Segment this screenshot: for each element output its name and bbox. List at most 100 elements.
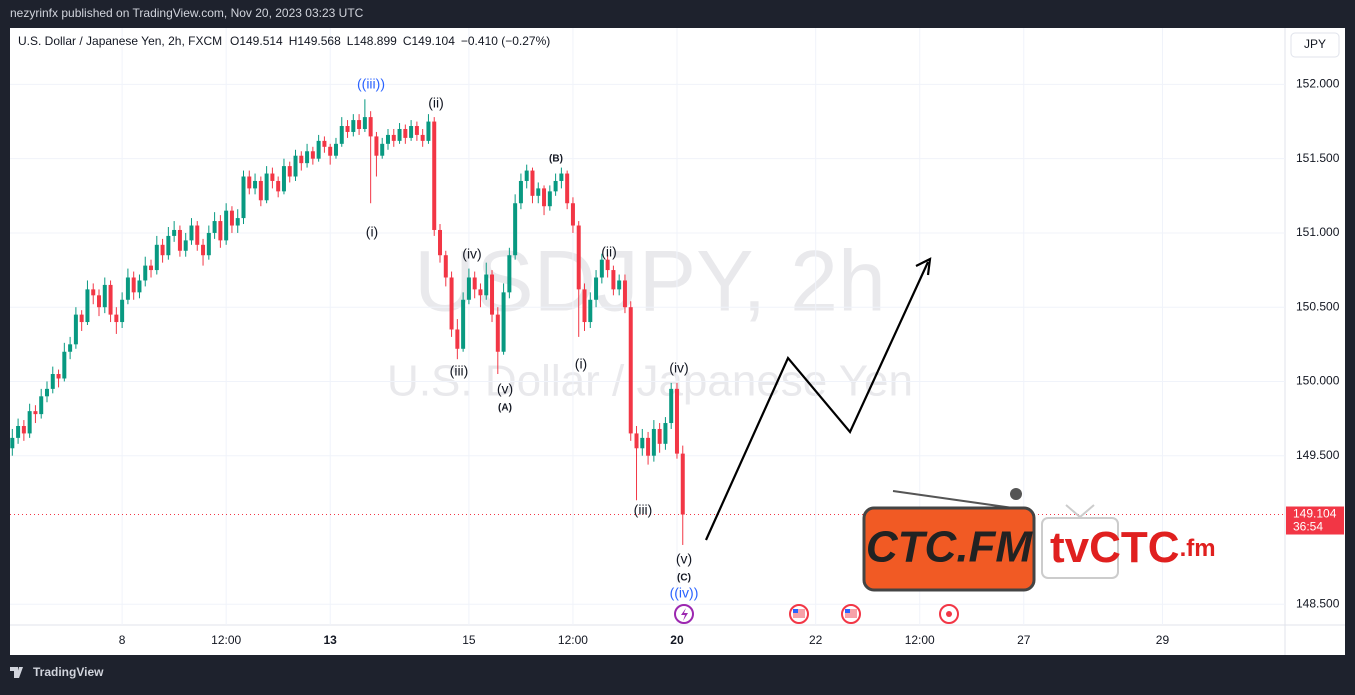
y-tick-label: 149.500 [1296,448,1340,462]
wave-label: (ii) [601,244,617,260]
candle-body [576,225,581,290]
x-tick-label: 29 [1156,633,1170,647]
candle-body [328,146,333,156]
candle-body [293,155,298,177]
candle-body [264,173,269,201]
x-tick-label: 20 [670,633,684,647]
chart-area [10,28,1345,655]
candle-body [420,134,425,141]
candle-body [154,244,159,271]
candle-body [362,117,367,129]
candle-body [438,229,443,256]
candle-body [409,126,414,138]
candle-body [56,374,61,379]
candle-body [270,173,275,181]
candle-body [33,411,38,415]
current-price-box [1286,506,1344,535]
logo-right-suffix: .fm [1180,535,1216,562]
y-tick-label: 151.500 [1296,151,1340,165]
event-icons [674,604,959,624]
projection-path [704,261,929,541]
candle-body [189,225,194,241]
x-tick-label: 12:00 [558,633,588,647]
candle-body [131,277,136,293]
candle-body [501,292,506,352]
candle-body [663,423,668,444]
legend-value: H149.568 [289,34,341,48]
candle-body [426,121,431,141]
candle-body [114,314,119,323]
candle-body [628,307,633,434]
wave-label: (iv) [462,246,481,262]
candle-body [588,299,593,323]
candle-body [10,437,15,449]
y-tick-label: 150.500 [1296,299,1340,313]
symbol-label: U.S. Dollar / Japanese Yen, 2h, FXCM [18,34,222,48]
candle-body [559,173,564,181]
legend-value: −0.410 (−0.27%) [461,34,550,48]
candle-body [443,255,448,278]
candle-body [374,136,379,156]
candle-body [380,143,385,156]
candle-body [177,229,182,251]
legend-value: O149.514 [230,34,283,48]
candle-body [212,221,217,233]
logo-ctcfm: CTC.FM [862,488,1036,592]
candle-body [16,426,21,438]
candle-body [21,426,26,434]
candle-body [44,388,49,397]
candle-body [253,180,258,189]
wave-label: (v) [497,381,513,397]
candle-body [547,191,552,207]
x-tick-label: 12:00 [211,633,241,647]
logo-tvctc: tvCTC.fm [1041,504,1216,579]
legend-value: L148.899 [347,34,397,48]
candle-body [258,180,263,201]
candle-body [166,235,171,256]
candle-body [143,265,148,281]
candle-body [108,284,113,315]
candle-body [206,232,211,256]
candle-body [414,126,419,135]
candle-body [542,188,547,207]
candle-body [195,225,200,245]
candle-body [403,128,408,138]
candle-body [484,274,489,296]
candle-body [518,180,523,204]
x-tick-label: 12:00 [905,633,935,647]
candle-body [247,176,252,189]
logo-left-text: CTC.FM [866,523,1034,572]
candle-body [218,221,223,241]
candle-body [79,314,84,323]
candle-body [345,126,350,132]
footer-logo [10,667,23,678]
candle-body [513,203,518,256]
y-tick-label: 150.000 [1296,374,1340,388]
candle-body [669,388,674,424]
candle-body [391,134,396,141]
candle-body [651,428,656,456]
candle-body [646,437,651,456]
currency-button[interactable] [1290,32,1340,58]
candle-body [594,277,599,300]
wave-label: (iii) [634,502,653,518]
candle-body [73,314,78,345]
y-tick-label: 148.500 [1296,596,1340,610]
x-tick-label: 22 [809,633,823,647]
candle-body [368,117,373,137]
currency-label[interactable]: JPY [1304,37,1326,51]
x-tick-label: 15 [462,633,476,647]
logo-right-text: tvCTC.fm [1050,523,1216,572]
wave-label: (v) [676,551,692,567]
candle-body [461,299,466,349]
candle-body [565,173,570,204]
candle-body [582,289,587,323]
candle-body [183,240,188,251]
candle-body [478,289,483,296]
candle-body [472,277,477,290]
candle-body [229,210,234,226]
candle-body [449,277,454,330]
candle-body [570,203,575,226]
